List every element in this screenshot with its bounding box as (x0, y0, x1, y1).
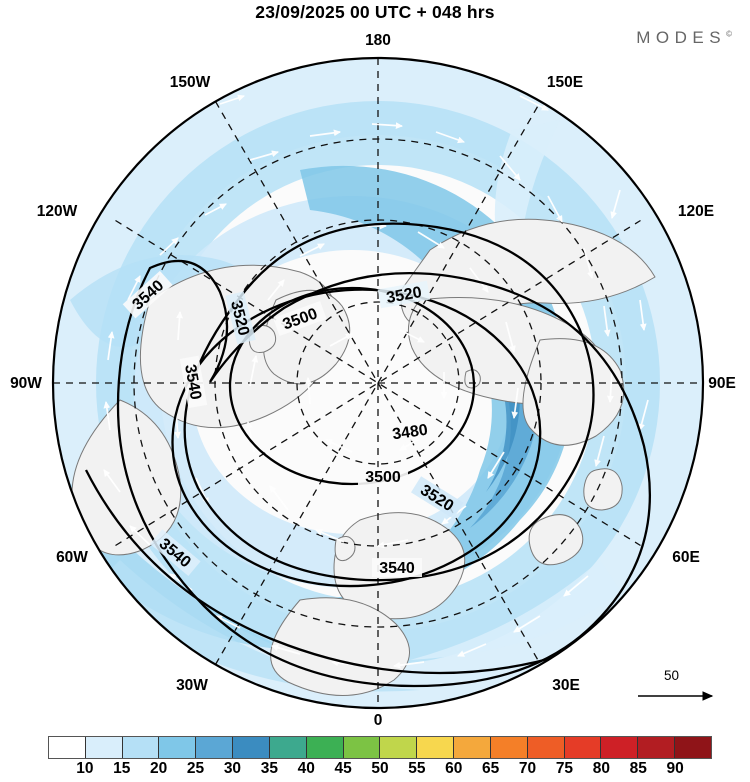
colorbar-tick: 30 (223, 760, 242, 777)
parallel-45n (133, 138, 623, 628)
colorbar-cell (196, 737, 234, 758)
svg-text:3520: 3520 (385, 284, 423, 307)
colorbar-tick: 35 (260, 760, 278, 777)
lon-label-120w: 120W (36, 203, 78, 220)
lon-label-0: 0 (373, 712, 383, 729)
copyright-mark: © (726, 29, 732, 39)
svg-text:3540: 3540 (181, 363, 204, 401)
colorbar-tick: 45 (334, 760, 352, 777)
colorbar-cell (85, 737, 123, 758)
parallel-75n (296, 301, 460, 465)
svg-text:3480: 3480 (391, 422, 429, 444)
polar-stereographic-map: 3480 3500 3500 3520 3520 3520 3540 3540 … (51, 56, 705, 710)
height-contours (84, 222, 703, 688)
contour-labels: 3480 3500 3500 3520 3520 3520 3540 3540 … (122, 270, 464, 577)
contour-3520 (183, 222, 595, 582)
colorbar-cell (527, 737, 565, 758)
colorbar-tick: 85 (629, 760, 647, 777)
contour-3480 (228, 286, 476, 486)
lon-label-60w: 60W (56, 549, 88, 566)
colorbar-cell (675, 737, 711, 758)
lon-label-150e: 150E (546, 74, 584, 91)
lon-label-60e: 60E (672, 549, 700, 566)
colorbar-tick: 65 (482, 760, 500, 777)
lon-label-30w: 30W (176, 677, 208, 694)
colorbar-cell (601, 737, 639, 758)
contour-3540-core (116, 259, 651, 688)
colorbar-tick-labels: 10 15 20 25 30 35 40 45 50 55 60 65 70 75 80 85 90 (0, 760, 750, 782)
colorbar-tick: 90 (666, 760, 684, 777)
colorbar-tick: 50 (371, 760, 389, 777)
colorbar-cell (454, 737, 491, 758)
colorbar-tick: 55 (408, 760, 426, 777)
colorbar-cell (159, 737, 197, 758)
globe-boundary (51, 56, 705, 710)
colorbar-cell (638, 737, 676, 758)
colorbar-tick: 20 (150, 760, 168, 777)
lon-label-30e: 30E (552, 677, 580, 694)
wind-scale-arrow-icon (638, 691, 714, 701)
wind-vectors (73, 94, 649, 669)
colorbar-tick: 15 (113, 760, 131, 777)
colorbar-tick: 80 (592, 760, 610, 777)
lon-label-120e: 120E (677, 203, 715, 220)
colorbar-cell (490, 737, 528, 758)
modes-logo: MODES© (636, 28, 732, 48)
brand-text: MODES (636, 28, 727, 47)
colorbar-tick: 40 (297, 760, 315, 777)
svg-text:3540: 3540 (379, 560, 415, 577)
lon-label-180: 180 (365, 32, 391, 49)
wind-scale-legend: 50 (636, 668, 740, 710)
colorbar-cell (306, 737, 344, 758)
lon-label-90w: 90W (10, 375, 42, 392)
colorbar-tick: 60 (445, 760, 463, 777)
lon-label-90e: 90E (708, 375, 736, 392)
svg-text:3500: 3500 (365, 469, 401, 486)
lon-label-150w: 150W (169, 74, 211, 91)
colorbar (48, 736, 712, 759)
colorbar-tick: 75 (555, 760, 574, 777)
colorbar-cell (49, 737, 86, 758)
page-title: 23/09/2025 00 UTC + 048 hrs (255, 2, 495, 22)
colorbar-tick: 70 (518, 760, 537, 777)
colorbar-cell (417, 737, 455, 758)
colorbar-tick: 25 (186, 760, 205, 777)
colorbar-cell (122, 737, 160, 758)
colorbar-cell (564, 737, 602, 758)
wind-scale-label: 50 (664, 668, 680, 683)
colorbar-cell (380, 737, 418, 758)
colorbar-cell (343, 737, 381, 758)
colorbar-tick: 10 (76, 760, 94, 777)
parallel-60n (214, 219, 542, 547)
colorbar-cell (269, 737, 307, 758)
colorbar-cell (233, 737, 270, 758)
